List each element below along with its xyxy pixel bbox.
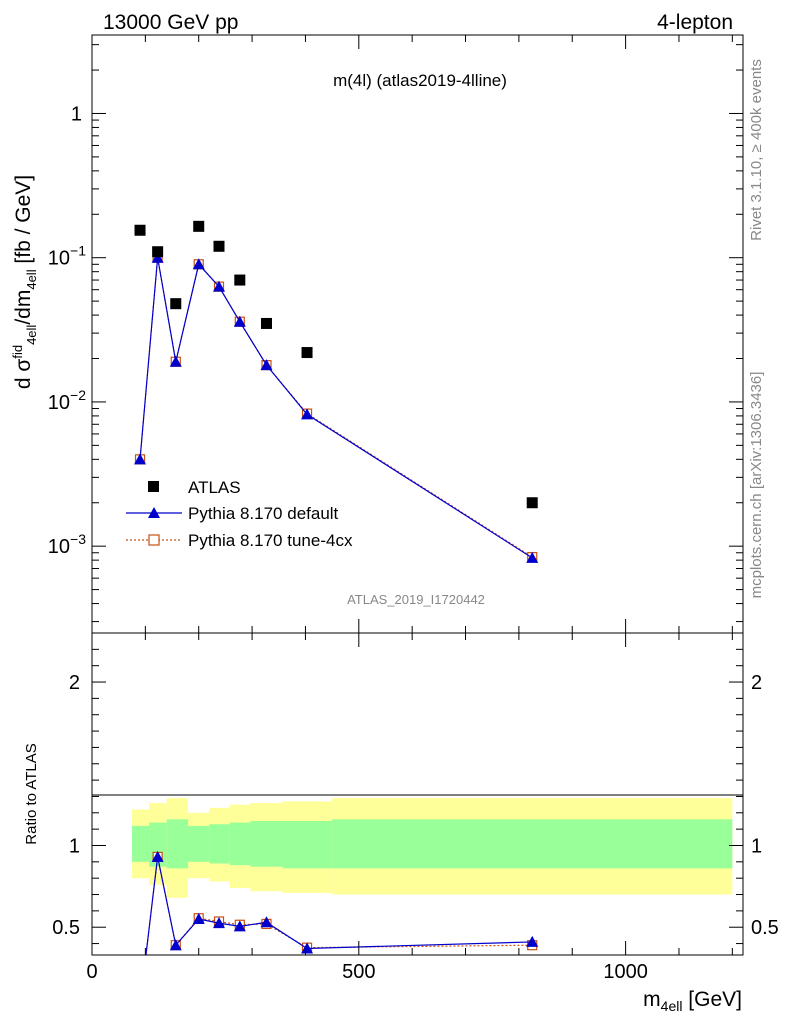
green-band-bin [229,822,251,866]
data-point [212,917,225,929]
data-point [260,916,273,928]
ratio-y-tick-label-right: 2 [751,672,762,694]
green-band-bin [250,820,283,867]
ylabel-part-5: 4ell [24,269,39,289]
data-point [260,317,272,329]
legend-marker-tune [148,534,160,546]
process-label: 4-lepton [657,11,733,34]
y-tick-base: 10 [48,392,70,414]
ratio-panel: 0.5 0.5 1 1 2 2 0 500 1000 Ratio to ATLAS m4ell … [23,632,779,1014]
y-tick-base: 10 [48,536,70,558]
ratio-y-tick-label: 0.5 [52,917,80,939]
y-tick-base: 10 [48,248,70,270]
ratio-ylabel: Ratio to ATLAS [23,743,40,844]
data-point [134,224,146,236]
x-tick-label: 0 [86,961,97,983]
data-point [169,939,182,951]
ratio-y-tick-label: 1 [69,835,80,857]
main-ylabel: d σfid4ell/dm4ell [fb / GeV] [10,175,39,389]
data-point [260,359,273,371]
green-band-bin [132,825,150,862]
data-point [526,551,539,563]
legend-entry-default: Pythia 8.170 default [126,504,339,523]
data-point [192,913,205,925]
data-point [134,999,146,1010]
y-tick-exponent: −3 [70,531,86,547]
main-panel: 110−110−210−3 m(4l) (atlas2019-4lline) A… [10,34,744,634]
watermark: ATLAS_2019_I1720442 [347,592,485,607]
ratio-plot-marks [134,850,539,1010]
y-tick-label: 10−3 [48,531,86,558]
data-point [526,935,539,947]
data-point [212,280,225,292]
ylabel-part-3: 4ell [24,325,39,345]
ratio-y-tick-label-right: 1 [751,835,762,857]
xlabel-main: m [643,988,661,1011]
rivet-label: Rivet 3.1.10, ≥ 400k events [748,59,765,241]
ratio-y-tick-label-right: 0.5 [751,917,779,939]
ratio-axes: 0.5 0.5 1 1 2 2 0 500 1000 [52,633,779,983]
ylabel-part-1: d σ [12,359,35,390]
legend-entry-tune: Pythia 8.170 tune-4cx [126,531,353,550]
ratio-uncertainty-bands [132,798,733,898]
y-tick-exponent: −2 [70,387,86,403]
data-point [234,274,246,286]
x-tick-label: 1000 [603,961,648,983]
xlabel-unit: [GeV] [682,988,742,1011]
green-band-bin [188,825,210,862]
main-axes: 110−110−210−3 [48,35,743,633]
data-point [233,315,246,327]
energy-label: 13000 GeV pp [103,11,238,34]
legend-label-default: Pythia 8.170 default [188,504,339,523]
y-tick-base: 1 [71,103,82,125]
xlabel-sub: 4ell [661,998,683,1014]
ylabel-part-2: fid [10,345,25,359]
data-point [301,942,314,954]
data-point [301,347,313,359]
green-band-bin [332,819,733,869]
legend-marker-default [148,507,160,518]
data-point [526,497,538,509]
ratio-plot-frame [91,632,744,956]
data-point [151,850,164,862]
legend: ATLAS Pythia 8.170 default Pythia 8.170 … [126,478,353,550]
x-tick-label: 500 [342,961,375,983]
data-point [169,355,182,367]
main-plot-marks [134,220,539,563]
data-point [134,453,147,465]
main-title: m(4l) (atlas2019-4lline) [333,71,507,90]
data-point [136,1000,145,1009]
legend-entry-atlas: ATLAS [148,478,241,497]
data-point [152,246,164,258]
data-point [301,408,314,420]
data-point [233,920,246,932]
ylabel-part-6: [fb / GeV] [12,175,35,270]
y-tick-exponent: −1 [70,243,86,259]
y-tick-label: 10−2 [48,387,86,414]
green-band-bin [209,824,230,864]
data-point [192,258,205,270]
green-band-bin [166,819,189,869]
green-band-bin [282,820,333,869]
y-tick-label: 1 [71,103,82,125]
legend-label-atlas: ATLAS [188,478,241,497]
ratio-y-tick-label: 2 [69,672,80,694]
ylabel-part-4: /dm [12,290,35,325]
legend-label-tune: Pythia 8.170 tune-4cx [188,531,353,550]
data-point [213,240,225,252]
data-point [170,298,182,310]
x-axis-label: m4ell [GeV] [643,988,742,1014]
data-point [193,220,205,232]
mcplots-label: mcplots.cern.ch [arXiv:1306.3436] [748,372,765,599]
y-tick-label: 10−1 [48,243,86,270]
legend-marker-atlas [148,481,159,492]
